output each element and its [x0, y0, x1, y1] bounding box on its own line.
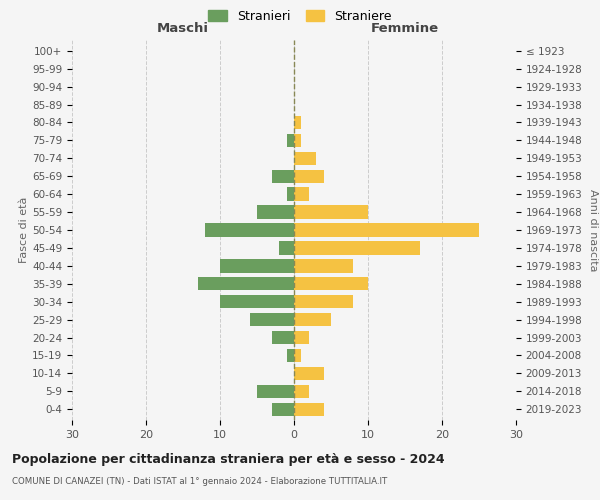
- Bar: [279, 241, 294, 254]
- Bar: [294, 152, 316, 165]
- Bar: [272, 331, 294, 344]
- Bar: [257, 384, 294, 398]
- Bar: [294, 116, 301, 129]
- Bar: [294, 366, 323, 380]
- Bar: [287, 134, 294, 147]
- Bar: [287, 349, 294, 362]
- Bar: [294, 188, 309, 201]
- Bar: [294, 277, 368, 290]
- Bar: [294, 331, 309, 344]
- Text: Popolazione per cittadinanza straniera per età e sesso - 2024: Popolazione per cittadinanza straniera p…: [12, 452, 445, 466]
- Text: COMUNE DI CANAZEI (TN) - Dati ISTAT al 1° gennaio 2024 - Elaborazione TUTTITALIA: COMUNE DI CANAZEI (TN) - Dati ISTAT al 1…: [12, 478, 387, 486]
- Bar: [198, 277, 294, 290]
- Bar: [294, 295, 353, 308]
- Legend: Stranieri, Straniere: Stranieri, Straniere: [205, 6, 395, 26]
- Y-axis label: Anni di nascita: Anni di nascita: [588, 188, 598, 271]
- Bar: [220, 295, 294, 308]
- Bar: [294, 349, 301, 362]
- Bar: [294, 259, 353, 272]
- Bar: [294, 241, 420, 254]
- Bar: [287, 188, 294, 201]
- Text: Femmine: Femmine: [371, 22, 439, 35]
- Bar: [294, 384, 309, 398]
- Bar: [220, 259, 294, 272]
- Bar: [294, 134, 301, 147]
- Bar: [294, 402, 323, 416]
- Bar: [250, 313, 294, 326]
- Bar: [294, 170, 323, 183]
- Bar: [257, 206, 294, 219]
- Y-axis label: Fasce di età: Fasce di età: [19, 197, 29, 263]
- Bar: [272, 402, 294, 416]
- Bar: [294, 206, 368, 219]
- Text: Maschi: Maschi: [157, 22, 209, 35]
- Bar: [294, 224, 479, 236]
- Bar: [272, 170, 294, 183]
- Bar: [294, 313, 331, 326]
- Bar: [205, 224, 294, 236]
